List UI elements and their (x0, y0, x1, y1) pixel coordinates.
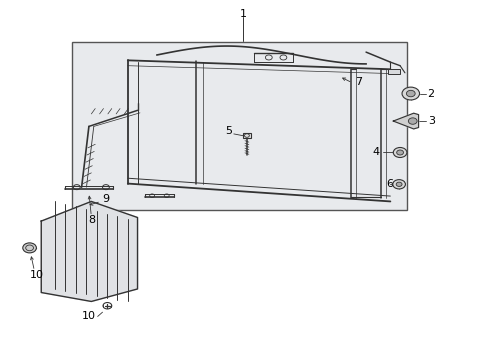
Text: 3: 3 (427, 116, 434, 126)
Circle shape (406, 90, 414, 97)
Circle shape (392, 148, 406, 157)
Text: 10: 10 (29, 270, 43, 280)
Bar (72, 42, 407, 210)
Circle shape (401, 87, 419, 100)
Circle shape (407, 118, 416, 124)
Text: 6: 6 (385, 179, 392, 189)
Text: 2: 2 (427, 89, 433, 99)
Polygon shape (392, 113, 418, 129)
Text: 10: 10 (82, 311, 96, 321)
Text: 1: 1 (239, 9, 246, 19)
Text: 8: 8 (88, 215, 95, 225)
Circle shape (23, 243, 36, 253)
Polygon shape (41, 202, 137, 301)
Text: 9: 9 (102, 194, 109, 203)
Circle shape (392, 180, 405, 189)
Circle shape (395, 182, 401, 186)
Text: 7: 7 (354, 77, 362, 87)
Bar (387, 69, 399, 74)
Circle shape (396, 150, 403, 155)
Text: 4: 4 (372, 148, 379, 157)
Text: 5: 5 (225, 126, 232, 136)
Bar (243, 133, 250, 138)
